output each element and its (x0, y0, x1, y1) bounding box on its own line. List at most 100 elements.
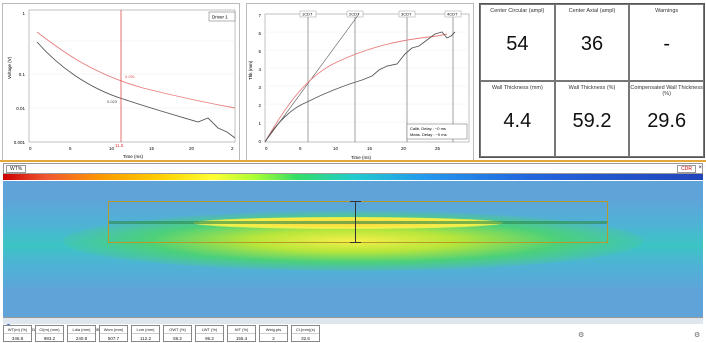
metric-center-axial: Center Axial (ampl) 36 (555, 4, 630, 81)
chart1-xtick: 15 (149, 146, 155, 151)
metric-center-circular: Center Circular (ampl) 54 (480, 4, 555, 81)
bottom-toolbar: Notification Center Documentation Report (3, 317, 703, 324)
metric-label: Center Circular (ampl) (481, 5, 554, 15)
right-channel-selector[interactable]: CDR (677, 165, 696, 173)
metric-value: 59.2 (556, 110, 629, 133)
chart2-ytick: 2 (258, 103, 261, 108)
gray-point-label: 0.023 (107, 99, 118, 104)
metric-value: - (630, 33, 703, 56)
stat-key: LWT (%) (196, 326, 223, 334)
stat-value: 32.6 (292, 334, 319, 343)
stats-strip: WT(m) (%) 346.8 Cl(m) (mm) 983.2 Ldia (mm)… (3, 325, 323, 342)
chart2-ytick: 3 (258, 85, 261, 90)
thickness-chart: Thk (mm) 7 6 5 4 3 2 1 0 0 5 10 15 20 25… (246, 3, 474, 161)
metric-wall-thickness-pct: Wall Thickness (%) 59.2 (555, 81, 630, 158)
stat-key: NIT (%) (228, 326, 255, 334)
chart1-xlabel: Time (ms) (123, 154, 144, 159)
close-icon[interactable]: × (698, 165, 702, 172)
stat-box[interactable]: Wcm (mm) 507.7 (99, 325, 128, 342)
metric-value: 29.6 (630, 110, 703, 133)
stat-box[interactable]: WT(m) (%) 346.8 (3, 325, 32, 342)
selection-rectangle[interactable] (108, 201, 608, 243)
chart2-ytick: 7 (258, 13, 261, 18)
metric-value: 4.4 (481, 110, 554, 133)
measure-cap-bottom (350, 242, 361, 243)
calib-line2: Meas. Delay : ~0 ms (410, 132, 447, 137)
stat-value: 155.4 (228, 334, 255, 343)
chart1-xtick: 10 (109, 146, 115, 151)
chart2-ytick: 4 (258, 67, 261, 72)
stat-box[interactable]: Cl(m) (mm) 983.2 (35, 325, 64, 342)
stat-box[interactable]: Ldia (mm) 240.8 (67, 325, 96, 342)
chart2-ylabel: Thk (mm) (248, 60, 253, 80)
stat-key: Ldia (mm) (68, 326, 95, 334)
chart1-ytick: 0.01 (16, 106, 25, 111)
metric-label: Wall Thickness (mm) (481, 82, 554, 92)
stat-key: Cl(m) (mm) (36, 326, 63, 334)
stat-key: Lcm (mm) (132, 326, 159, 334)
stat-value: 240.8 (68, 334, 95, 343)
stat-value: 983.2 (36, 334, 63, 343)
stat-key: OWT (%) (164, 326, 191, 334)
chart2-xtick: 5 (299, 146, 302, 151)
metric-value: 54 (481, 33, 554, 56)
chart2-xtick: 20 (401, 146, 407, 151)
chart2-xtick: 0 (265, 146, 268, 151)
stat-value: 112.2 (132, 334, 159, 343)
stat-value: 346.8 (4, 334, 31, 343)
metric-label: Compensated Wall Thickness (%) (630, 82, 703, 98)
cursor-value: 11.5 (115, 143, 124, 148)
stat-value: 2 (260, 334, 287, 343)
stat-box[interactable]: Cl.(mm)(s) 32.6 (291, 325, 320, 342)
metric-warnings: Warnings - (629, 4, 704, 81)
chart1-ytick: 0.1 (19, 72, 26, 77)
stat-box[interactable]: OWT (%) 59.2 (163, 325, 192, 342)
measure-line-vertical[interactable] (355, 201, 356, 243)
stat-box[interactable]: Weig.pts 2 (259, 325, 288, 342)
stat-box[interactable]: NIT (%) 155.4 (227, 325, 256, 342)
heatmap-header: WT% CDR × (3, 163, 703, 174)
chart1-ytick: 1 (22, 11, 25, 16)
chart1-xtick: 2 (231, 146, 234, 151)
chart2-xtick: 15 (367, 146, 373, 151)
marker-3cdt[interactable]: 3CDT (401, 12, 412, 17)
metric-label: Wall Thickness (%) (556, 82, 629, 92)
metric-compensated-wall-thickness: Compensated Wall Thickness (%) 29.6 (629, 81, 704, 158)
metric-label: Center Axial (ampl) (556, 5, 629, 15)
stat-key: WT(m) (%) (4, 326, 31, 334)
metrics-panel: Center Circular (ampl) 54 Center Axial (… (479, 3, 705, 158)
marker-2cdt[interactable]: 2CDT (349, 12, 360, 17)
stat-value: 59.2 (164, 334, 191, 343)
settings-icon[interactable]: ⚙ (578, 331, 584, 339)
stat-key: Weig.pts (260, 326, 287, 334)
heatmap-view[interactable] (3, 181, 703, 317)
marker-1cdt[interactable]: 1CDT (302, 12, 313, 17)
red-point-label: 0.091 (125, 74, 136, 79)
chart1-xtick: 20 (189, 146, 195, 151)
legend-label: Driver 1 (212, 15, 228, 20)
voltage-decay-chart: Voltage (V) 1 0.1 0.01 0.001 0 5 10 15 2… (2, 3, 240, 161)
measure-cap-top (350, 201, 361, 202)
chart1-xtick: 5 (69, 146, 72, 151)
settings-icon-right[interactable]: ⚙ (694, 331, 700, 339)
chart2-ytick: 6 (258, 31, 261, 36)
stat-key: Cl.(mm)(s) (292, 326, 319, 334)
metric-wall-thickness-mm: Wall Thickness (mm) 4.4 (480, 81, 555, 158)
stat-box[interactable]: LWT (%) 96.2 (195, 325, 224, 342)
section-divider[interactable] (0, 160, 706, 162)
chart2-ytick: 5 (258, 49, 261, 54)
stat-key: Wcm (mm) (100, 326, 127, 334)
chart2-ytick: 1 (258, 121, 261, 126)
stat-box[interactable]: Lcm (mm) 112.2 (131, 325, 160, 342)
chart1-ylabel: Voltage (V) (7, 56, 12, 79)
stat-value: 507.7 (100, 334, 127, 343)
color-scale (3, 174, 703, 180)
marker-4cdt[interactable]: 4CDT (447, 12, 458, 17)
calib-line1: Calib. Delay : ~0 ms (410, 126, 446, 131)
chart2-ytick: 0 (258, 139, 261, 144)
metric-label: Warnings (630, 5, 703, 15)
stat-value: 96.2 (196, 334, 223, 343)
left-channel-selector[interactable]: WT% (6, 165, 26, 173)
metric-value: 36 (556, 33, 629, 56)
